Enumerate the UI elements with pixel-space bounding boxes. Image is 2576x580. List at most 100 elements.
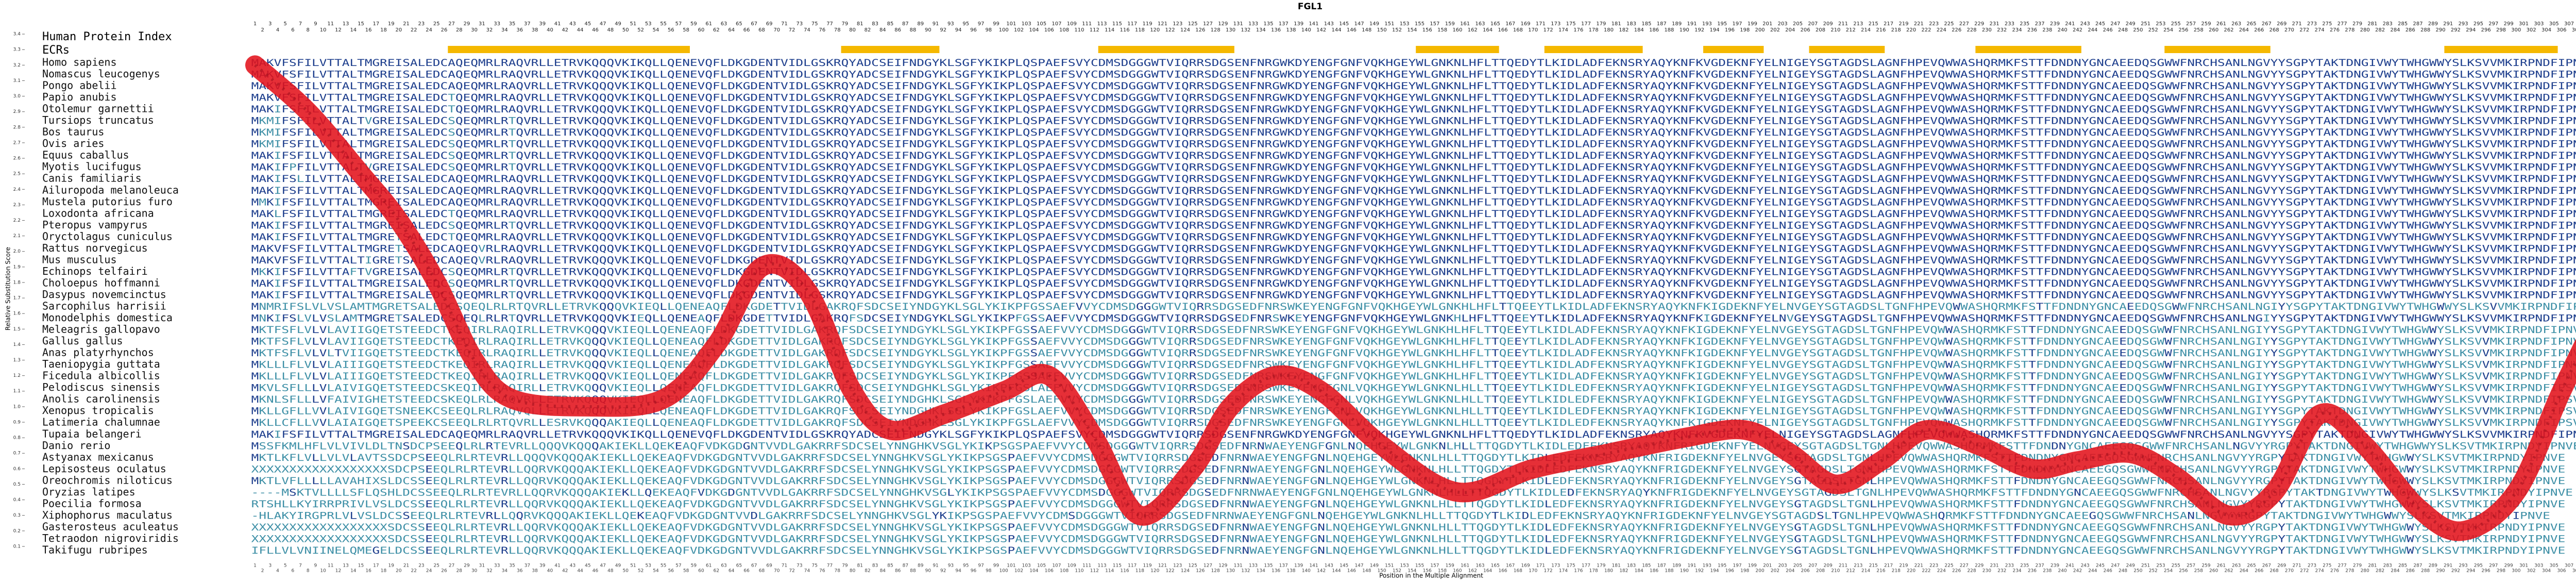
- residue: W: [2437, 69, 2445, 80]
- residue: I: [894, 80, 902, 92]
- residue: L: [418, 115, 426, 126]
- residue: Y: [2392, 104, 2399, 115]
- residue: D: [750, 104, 758, 115]
- residue: G: [1711, 115, 1719, 126]
- residue: N: [2248, 104, 2256, 115]
- residue: V: [614, 127, 622, 138]
- residue: S: [1068, 69, 1076, 80]
- residue: R: [1991, 115, 1998, 126]
- residue: E: [1923, 69, 1930, 80]
- residue: F: [1688, 104, 1696, 115]
- residue: W: [1151, 57, 1159, 69]
- residue: N: [766, 92, 773, 103]
- residue: Q: [599, 104, 607, 115]
- residue: D: [2134, 69, 2142, 80]
- residue: Y: [2392, 69, 2399, 80]
- residue: D: [1121, 57, 1129, 69]
- residue: A: [856, 80, 864, 92]
- residue: E: [1310, 127, 1318, 138]
- residue: E: [425, 57, 433, 69]
- residue: K: [584, 115, 592, 126]
- residue: N: [682, 69, 690, 80]
- residue: K: [2006, 104, 2013, 115]
- residue: S: [2217, 115, 2225, 126]
- residue: E: [675, 57, 683, 69]
- residue: L: [1423, 69, 1431, 80]
- residue: R: [569, 127, 577, 138]
- page: FGL1 Human Protein Index ECRs Relative S…: [0, 0, 2576, 580]
- residue: I: [1560, 115, 1567, 126]
- residue: V: [781, 69, 788, 80]
- residue: I: [395, 115, 403, 126]
- residue: Y: [1302, 57, 1310, 69]
- residue: L: [659, 57, 667, 69]
- residue: S: [2285, 104, 2293, 115]
- residue: D: [1522, 80, 1530, 92]
- residue: A: [856, 115, 864, 126]
- residue: L: [1574, 57, 1582, 69]
- residue: H: [1907, 104, 1915, 115]
- residue: Y: [2081, 92, 2089, 103]
- residue: S: [2021, 104, 2028, 115]
- residue: F: [1060, 104, 1068, 115]
- residue: F: [902, 92, 909, 103]
- residue: M: [251, 80, 259, 92]
- residue: N: [1348, 127, 1355, 138]
- residue: Q: [841, 57, 849, 69]
- residue: F: [902, 57, 909, 69]
- residue: M: [2497, 57, 2505, 69]
- residue: G: [1824, 115, 1832, 126]
- residue: Y: [1666, 104, 1673, 115]
- residue: K: [1552, 104, 1560, 115]
- residue: I: [2558, 104, 2566, 115]
- residue: Q: [705, 115, 713, 126]
- residue: P: [2528, 69, 2535, 80]
- residue: F: [970, 92, 977, 103]
- sequence: MAKVFSFILVTTALTMGREISALEDCTQEQMRLRAQVRLL…: [251, 92, 2576, 103]
- residue: K: [622, 104, 630, 115]
- residue: E: [1923, 92, 1930, 103]
- residue: K: [939, 69, 947, 80]
- residue: D: [1718, 104, 1726, 115]
- residue: I: [1174, 104, 1181, 115]
- residue: V: [2489, 57, 2497, 69]
- residue: Y: [1408, 69, 1416, 80]
- residue: H: [2414, 80, 2422, 92]
- residue: Q: [1023, 115, 1030, 126]
- residue: Q: [1938, 57, 1945, 69]
- residue: N: [2573, 57, 2576, 69]
- residue: R: [501, 57, 509, 69]
- residue: Q: [1506, 80, 1514, 92]
- residue: H: [2414, 69, 2422, 80]
- residue: V: [1363, 57, 1370, 69]
- residue: G: [1885, 69, 1892, 80]
- residue: K: [1446, 127, 1454, 138]
- residue: Q: [470, 127, 478, 138]
- residue: N: [2573, 115, 2576, 126]
- residue: I: [2558, 80, 2566, 92]
- residue: R: [2520, 115, 2528, 126]
- residue: W: [1953, 69, 1960, 80]
- species-name: Tursiops truncatus: [42, 114, 154, 126]
- residue: H: [1385, 80, 1393, 92]
- residue: E: [463, 80, 471, 92]
- residue: W: [1280, 69, 1287, 80]
- residue: Y: [2278, 104, 2285, 115]
- residue: D: [1121, 92, 1129, 103]
- residue: N: [1741, 115, 1749, 126]
- residue: Y: [2270, 57, 2278, 69]
- residue: F: [970, 115, 977, 126]
- residue: V: [1363, 104, 1370, 115]
- residue: D: [917, 69, 924, 80]
- residue: R: [2520, 80, 2528, 92]
- residue: F: [1333, 104, 1341, 115]
- residue: S: [2475, 92, 2482, 103]
- residue: G: [1393, 104, 1401, 115]
- residue: A: [509, 80, 516, 92]
- residue: G: [1272, 92, 1280, 103]
- residue: E: [1764, 104, 1771, 115]
- residue: F: [1688, 92, 1696, 103]
- residue: D: [750, 92, 758, 103]
- residue: K: [735, 69, 743, 80]
- residue: K: [2006, 80, 2013, 92]
